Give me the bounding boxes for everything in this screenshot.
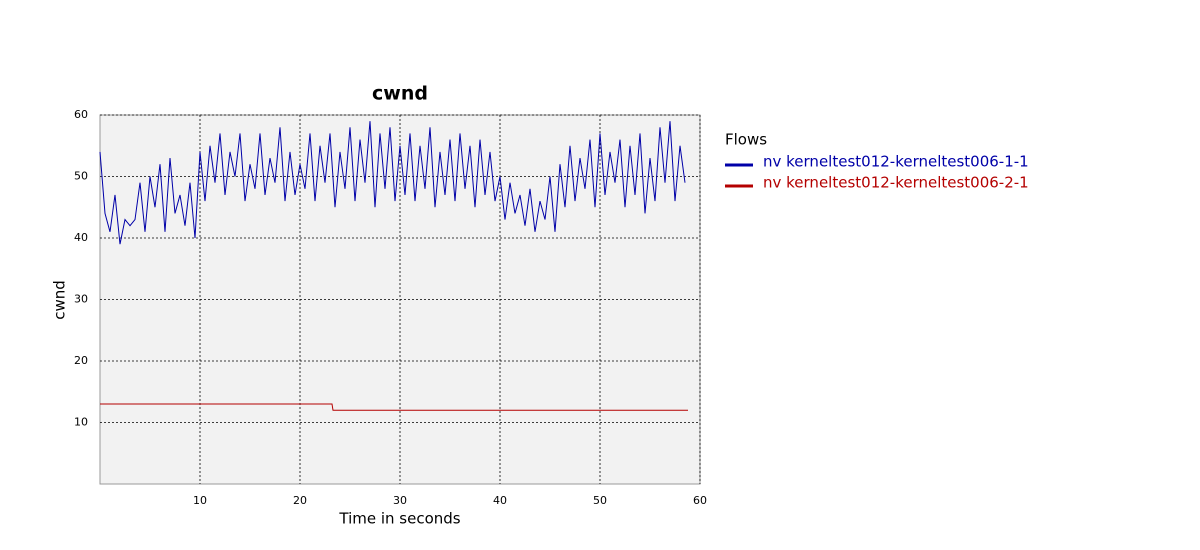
data-line xyxy=(100,403,688,411)
y-tick-label: 50 xyxy=(74,170,88,183)
legend-label: nv kerneltest012-kerneltest006-2-1 xyxy=(763,174,1029,192)
y-tick-label: 30 xyxy=(74,293,88,306)
y-axis-label: cwnd xyxy=(51,280,69,320)
x-tick-label: 40 xyxy=(493,494,507,507)
y-tick-label: 10 xyxy=(74,416,88,429)
legend-label: nv kerneltest012-kerneltest006-1-1 xyxy=(763,153,1029,171)
x-tick-label: 60 xyxy=(693,494,707,507)
x-tick-label: 50 xyxy=(593,494,607,507)
x-tick-label: 20 xyxy=(293,494,307,507)
x-tick-label: 10 xyxy=(193,494,207,507)
x-tick-label: 30 xyxy=(393,494,407,507)
data-line xyxy=(99,121,686,245)
x-axis-label: Time in seconds xyxy=(338,510,460,528)
legend-title: Flows xyxy=(725,131,767,149)
y-tick-label: 20 xyxy=(74,354,88,367)
y-tick-label: 40 xyxy=(74,231,88,244)
chart-title: cwnd xyxy=(372,83,428,105)
y-tick-label: 60 xyxy=(74,108,88,121)
